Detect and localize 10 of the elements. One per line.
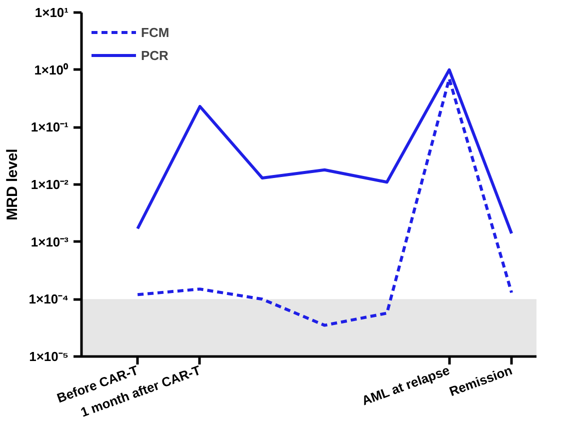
y-tick-label: 1×10⁻² (30, 177, 70, 192)
y-tick-label: 1×10⁻³ (30, 234, 70, 250)
y-tick-label: 1×10⁻⁴ (28, 292, 69, 307)
y-tick-label: 1×10⁻⁵ (29, 349, 68, 364)
y-axis-title: MRD level (4, 148, 21, 220)
y-tick-label: 1×10⁻¹ (30, 120, 69, 135)
legend-label: FCM (141, 24, 170, 40)
y-tick-label: 1×10⁰ (34, 62, 69, 78)
legend-label: PCR (141, 48, 168, 62)
y-tick-label: 1×10¹ (34, 5, 69, 20)
